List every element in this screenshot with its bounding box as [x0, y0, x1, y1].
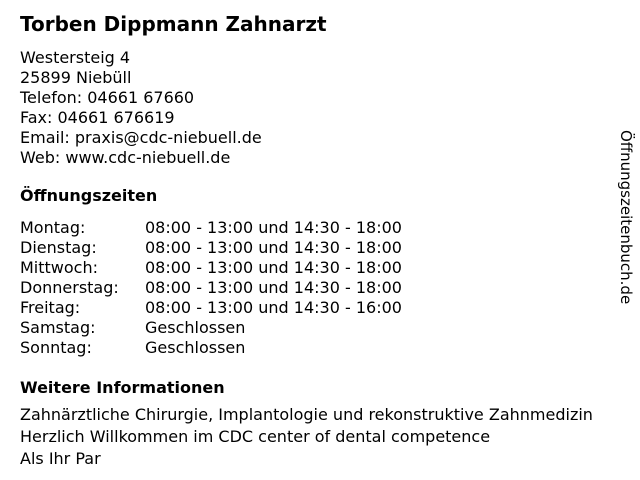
info-paragraph-truncated: Als Ihr Par	[20, 449, 101, 468]
hours-value: 08:00 - 13:00 und 14:30 - 18:00	[145, 258, 402, 277]
hours-value: 08:00 - 13:00 und 14:30 - 18:00	[145, 278, 402, 297]
main-content: Torben Dippmann Zahnarzt Westersteig 4 2…	[20, 12, 624, 470]
day-label: Donnerstag:	[20, 278, 119, 297]
info-paragraph-welcome: Herzlich Willkommen im CDC center of den…	[20, 427, 491, 446]
hours-row-sunday: Sonntag: Geschlossen	[20, 338, 624, 358]
contact-email: Email: praxis@cdc-niebuell.de	[20, 128, 262, 147]
hours-row-wednesday: Mittwoch: 08:00 - 13:00 und 14:30 - 18:00	[20, 258, 624, 278]
day-label: Mittwoch:	[20, 258, 98, 277]
watermark-site-name: Öffnungszeitenbuch.de	[617, 130, 635, 305]
hours-row-monday: Montag: 08:00 - 13:00 und 14:30 - 18:00	[20, 218, 624, 238]
hours-row-saturday: Samstag: Geschlossen	[20, 318, 624, 338]
info-paragraph-services: Zahnärztliche Chirurgie, Implantologie u…	[20, 405, 593, 424]
hours-value: 08:00 - 13:00 und 14:30 - 18:00	[145, 218, 402, 237]
contact-city: 25899 Niebüll	[20, 68, 132, 87]
day-label: Freitag:	[20, 298, 81, 317]
contact-fax: Fax: 04661 676619	[20, 108, 175, 127]
hours-value: 08:00 - 13:00 und 14:30 - 18:00	[145, 238, 402, 257]
hours-value: 08:00 - 13:00 und 14:30 - 16:00	[145, 298, 402, 317]
opening-hours-table: Montag: 08:00 - 13:00 und 14:30 - 18:00 D…	[20, 218, 624, 358]
hours-value: Geschlossen	[145, 338, 246, 357]
more-info-block: Zahnärztliche Chirurgie, Implantologie u…	[20, 404, 624, 470]
hours-row-friday: Freitag: 08:00 - 13:00 und 14:30 - 16:00	[20, 298, 624, 318]
hours-row-tuesday: Dienstag: 08:00 - 13:00 und 14:30 - 18:00	[20, 238, 624, 258]
contact-phone: Telefon: 04661 67660	[20, 88, 195, 107]
day-label: Dienstag:	[20, 238, 97, 257]
contact-block: Westersteig 4 25899 Niebüll Telefon: 046…	[20, 48, 624, 168]
day-label: Sonntag:	[20, 338, 92, 357]
more-info-heading: Weitere Informationen	[20, 378, 225, 397]
day-label: Samstag:	[20, 318, 96, 337]
contact-website: Web: www.cdc-niebuell.de	[20, 148, 231, 167]
hours-value: Geschlossen	[145, 318, 246, 337]
hours-row-thursday: Donnerstag: 08:00 - 13:00 und 14:30 - 18:…	[20, 278, 624, 298]
day-label: Montag:	[20, 218, 86, 237]
opening-hours-heading: Öffnungszeiten	[20, 186, 158, 205]
page-title: Torben Dippmann Zahnarzt	[20, 12, 327, 36]
contact-street: Westersteig 4	[20, 48, 131, 67]
